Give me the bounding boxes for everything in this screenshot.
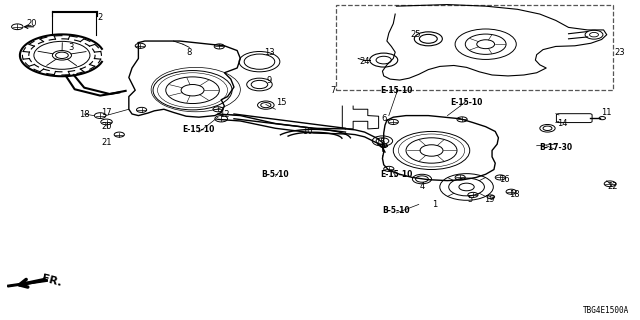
Text: 4: 4 bbox=[419, 182, 424, 191]
Text: 18: 18 bbox=[509, 190, 520, 199]
Text: 16: 16 bbox=[499, 174, 510, 184]
Text: 11: 11 bbox=[602, 108, 612, 117]
Text: E-15-10: E-15-10 bbox=[451, 99, 483, 108]
Text: 5: 5 bbox=[467, 195, 472, 204]
Text: 13: 13 bbox=[264, 48, 275, 57]
Text: 9: 9 bbox=[266, 76, 271, 85]
Text: 14: 14 bbox=[557, 119, 568, 128]
FancyBboxPatch shape bbox=[556, 114, 592, 123]
Text: 8: 8 bbox=[187, 48, 192, 57]
Text: 3: 3 bbox=[68, 43, 74, 52]
Text: TBG4E1500A: TBG4E1500A bbox=[583, 306, 629, 315]
Text: 10: 10 bbox=[302, 127, 312, 136]
Text: 24: 24 bbox=[359, 57, 370, 66]
Text: E-15-10: E-15-10 bbox=[183, 125, 215, 134]
Text: 2: 2 bbox=[97, 13, 103, 22]
Text: B-5-10: B-5-10 bbox=[262, 170, 289, 179]
Text: 6: 6 bbox=[381, 114, 387, 123]
Text: B-5-10: B-5-10 bbox=[383, 206, 410, 215]
Text: 18: 18 bbox=[79, 109, 90, 118]
Text: 7: 7 bbox=[330, 86, 335, 95]
Bar bbox=[336, 4, 613, 90]
Text: 15: 15 bbox=[276, 99, 287, 108]
Text: E-15-10: E-15-10 bbox=[380, 170, 413, 179]
Text: 25: 25 bbox=[410, 30, 421, 39]
Polygon shape bbox=[8, 280, 47, 287]
Text: E-15-10: E-15-10 bbox=[380, 86, 413, 95]
Text: FR.: FR. bbox=[41, 274, 63, 289]
Text: 20: 20 bbox=[101, 122, 112, 131]
Text: 1: 1 bbox=[432, 200, 437, 209]
Text: 15: 15 bbox=[375, 138, 386, 147]
Text: 23: 23 bbox=[614, 48, 625, 57]
Text: 12: 12 bbox=[219, 109, 230, 118]
Text: B-17-30: B-17-30 bbox=[540, 143, 572, 152]
Text: 21: 21 bbox=[101, 138, 112, 147]
Text: 17: 17 bbox=[101, 108, 112, 117]
Text: 20: 20 bbox=[27, 19, 37, 28]
Text: 19: 19 bbox=[484, 195, 494, 204]
Text: 22: 22 bbox=[608, 182, 618, 191]
